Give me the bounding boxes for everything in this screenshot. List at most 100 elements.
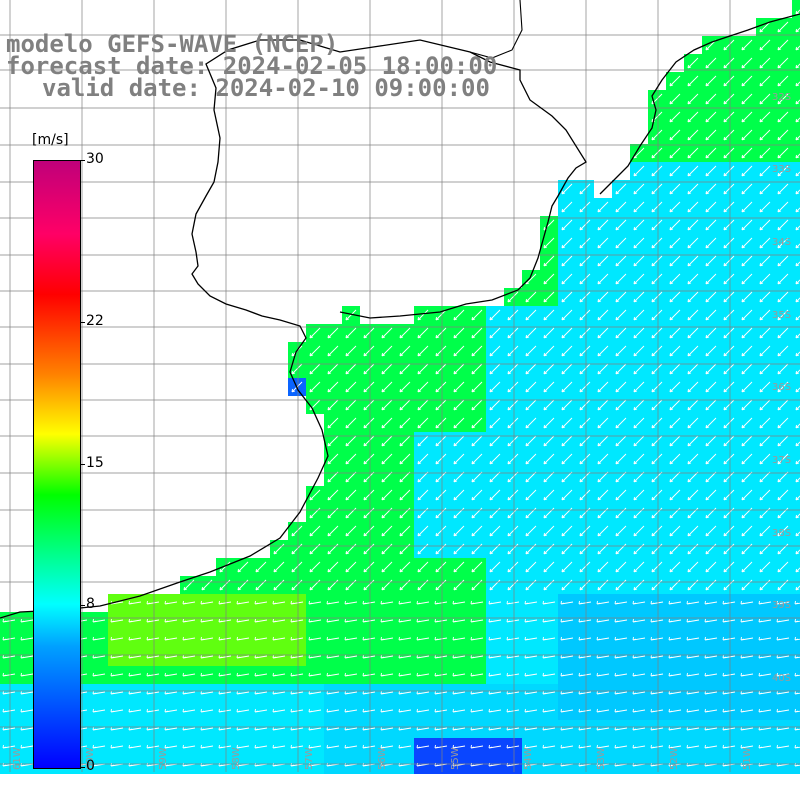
wind-arrow xyxy=(614,744,628,749)
wind-arrow xyxy=(435,417,447,429)
wind-arrow xyxy=(543,255,555,267)
wind-arrow xyxy=(633,237,645,249)
wind-arrow xyxy=(327,399,339,411)
wind-arrow xyxy=(92,708,106,713)
wind-arrow xyxy=(776,654,790,659)
wind-arrow xyxy=(687,381,699,393)
wind-arrow xyxy=(363,525,375,537)
wind-arrow xyxy=(110,726,124,731)
wind-arrow xyxy=(651,471,663,483)
wind-arrow xyxy=(272,672,286,677)
wind-arrow xyxy=(669,435,681,447)
wind-arrow xyxy=(345,381,357,393)
wind-arrow xyxy=(309,525,321,537)
wind-arrow xyxy=(687,165,699,177)
wind-arrow xyxy=(308,744,322,749)
wind-arrow xyxy=(237,561,249,573)
longitude-label: 60W xyxy=(85,747,96,770)
wind-arrow xyxy=(434,636,448,641)
latitude-label: 35S xyxy=(772,310,791,321)
wind-arrow xyxy=(506,618,520,623)
wind-arrow xyxy=(92,636,106,641)
wind-arrow xyxy=(651,525,663,537)
wind-arrow xyxy=(633,489,645,501)
wind-arrow xyxy=(579,237,591,249)
wind-arrow xyxy=(705,201,717,213)
wind-arrow xyxy=(687,561,699,573)
wind-arrow xyxy=(704,600,718,605)
wind-arrow xyxy=(452,690,466,695)
colorbar-unit: [m/s] xyxy=(32,132,69,148)
border-path xyxy=(469,0,523,59)
colorbar-tick-mark xyxy=(80,321,85,323)
wind-arrow xyxy=(92,654,106,659)
wind-arrow xyxy=(615,561,627,573)
wind-arrow xyxy=(704,672,718,677)
wind-arrow xyxy=(741,129,753,141)
wind-arrow xyxy=(686,654,700,659)
wind-arrow xyxy=(777,435,789,447)
wind-arrow xyxy=(722,672,736,677)
wind-arrow xyxy=(686,726,700,731)
wind-arrow xyxy=(687,57,699,69)
wind-arrow xyxy=(290,600,304,605)
wind-arrow xyxy=(489,399,501,411)
wind-arrow xyxy=(507,489,519,501)
wind-arrow xyxy=(453,471,465,483)
wind-arrow xyxy=(669,381,681,393)
wind-arrow xyxy=(650,708,664,713)
wind-arrow xyxy=(632,654,646,659)
wind-arrow xyxy=(687,201,699,213)
wind-arrow xyxy=(561,291,573,303)
wind-arrow xyxy=(362,690,376,695)
wind-arrow xyxy=(596,636,610,641)
wind-arrow xyxy=(795,567,800,573)
wind-arrow xyxy=(542,654,556,659)
wind-arrow xyxy=(758,726,772,731)
wind-arrow xyxy=(164,744,178,749)
wind-arrow xyxy=(110,636,124,641)
wind-arrow xyxy=(669,291,681,303)
wind-arrow xyxy=(759,561,771,573)
wind-arrow xyxy=(794,636,800,641)
wind-arrow xyxy=(470,636,484,641)
wind-arrow xyxy=(614,618,628,623)
wind-arrow xyxy=(795,513,800,519)
wind-arrow xyxy=(741,39,753,51)
wind-arrow xyxy=(2,636,16,641)
longitude-label: 55W xyxy=(450,747,461,770)
wind-arrow xyxy=(290,654,304,659)
wind-arrow xyxy=(723,57,735,69)
wind-arrow xyxy=(363,471,375,483)
wind-arrow xyxy=(453,525,465,537)
wind-arrow xyxy=(561,417,573,429)
wind-arrow xyxy=(236,726,250,731)
wind-arrow xyxy=(128,636,142,641)
wind-arrow xyxy=(723,147,735,159)
wind-arrow xyxy=(128,672,142,677)
wind-arrow xyxy=(542,600,556,605)
wind-arrow xyxy=(254,690,268,695)
wind-arrow xyxy=(579,273,591,285)
wind-arrow xyxy=(633,453,645,465)
wind-arrow xyxy=(795,243,800,249)
coastline xyxy=(0,0,800,619)
wind-arrow xyxy=(110,708,124,713)
wind-arrow xyxy=(740,708,754,713)
wind-arrow xyxy=(669,489,681,501)
wind-arrow xyxy=(20,654,34,659)
wind-arrow xyxy=(435,525,447,537)
field-cell xyxy=(792,324,800,342)
wind-arrow xyxy=(795,351,800,357)
coastline-north-path xyxy=(599,13,800,195)
wind-arrow xyxy=(759,471,771,483)
wind-arrow xyxy=(722,708,736,713)
wind-arrow xyxy=(596,726,610,731)
field-cell xyxy=(792,18,800,36)
wind-arrow xyxy=(20,672,34,677)
wind-arrow xyxy=(687,183,699,195)
wind-arrow xyxy=(759,39,771,51)
wind-arrow xyxy=(687,417,699,429)
wind-arrow xyxy=(417,489,429,501)
wind-arrow xyxy=(381,381,393,393)
